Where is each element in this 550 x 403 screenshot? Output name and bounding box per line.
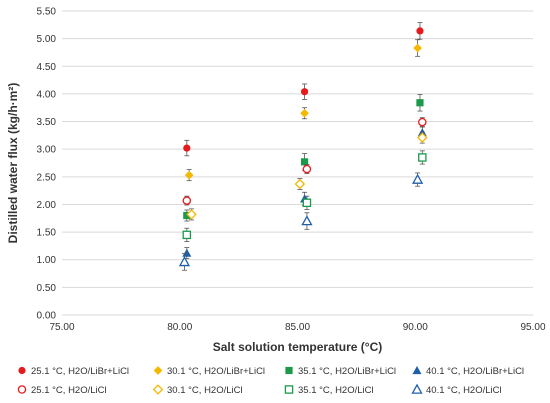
x-tick-label: 75.00 [49, 322, 74, 333]
y-tick-label: 0.50 [37, 283, 57, 294]
x-axis-title: Salt solution temperature (°C) [213, 340, 382, 354]
legend-label: 25.1 °C, H2O/LiCl [31, 385, 107, 396]
y-tick-label: 0.00 [37, 311, 57, 322]
data-point-marker [183, 144, 191, 152]
data-point-marker [178, 256, 191, 267]
data-point-marker [302, 198, 312, 208]
legend-label: 30.1 °C, H2O/LiBr+LiCl [167, 366, 265, 377]
data-point-marker [184, 170, 194, 180]
legend-label: 40.1 °C, H2O/LiBr+LiCl [426, 366, 524, 377]
legend-item: 30.1 °C, H2O/LiBr+LiCl [153, 366, 265, 377]
data-point-marker [18, 366, 26, 375]
legend-label: 25.1 °C, H2O/LiBr+LiCl [31, 366, 129, 377]
data-point-marker [411, 383, 423, 394]
series-group [183, 22, 424, 157]
data-point-marker [183, 211, 191, 220]
data-point-marker [285, 366, 293, 375]
data-point-marker [412, 366, 422, 375]
series-group [186, 131, 428, 221]
y-tick-label: 3.00 [37, 145, 57, 156]
data-point-marker [300, 158, 309, 166]
y-axis-ticks: 0.00 0.50 1.00 1.50 2.00 2.50 3.00 3.50 4.00 4.50… [37, 7, 57, 322]
series-group [182, 150, 427, 242]
x-tick-label: 90.00 [403, 322, 428, 333]
legend-item: 35.1 °C, H2O/LiBr+LiCl [285, 366, 396, 377]
x-tick-label: 95.00 [520, 322, 545, 333]
data-point-marker [182, 230, 192, 240]
legend-label: 35.1 °C, H2O/LiBr+LiCl [298, 366, 396, 377]
data-point-marker [416, 99, 424, 107]
legend-item: 25.1 °C, H2O/LiBr+LiCl [18, 366, 129, 377]
legend-item: 25.1 °C, H2O/LiCl [17, 385, 107, 396]
data-point-marker [294, 178, 306, 190]
y-tick-label: 1.00 [37, 255, 57, 266]
data-point-marker [417, 132, 428, 143]
legend-item: 40.1 °C, H2O/LiBr+LiCl [412, 366, 524, 377]
y-tick-label: 4.50 [37, 62, 57, 73]
series-group [178, 172, 424, 271]
data-point-marker [302, 164, 312, 174]
y-tick-label: 5.00 [37, 34, 57, 45]
y-axis-title: Distilled water flux (kg/h·m²) [6, 83, 20, 244]
y-tick-label: 5.50 [37, 7, 57, 18]
data-point-marker [152, 384, 164, 395]
data-point-marker [418, 153, 427, 162]
y-tick-label: 3.50 [37, 117, 57, 128]
data-series [178, 22, 428, 271]
data-point-marker [300, 88, 309, 96]
data-point-marker [17, 385, 27, 394]
legend-item: 30.1 °C, H2O/LiCl [152, 384, 243, 396]
grid-lines [62, 10, 533, 316]
data-point-marker [301, 215, 313, 226]
y-tick-label: 4.00 [37, 89, 57, 100]
legend-label: 35.1 °C, H2O/LiCl [298, 385, 374, 396]
series-group [182, 126, 427, 260]
data-point-marker [418, 117, 427, 127]
legend: 25.1 °C, H2O/LiBr+LiCl 30.1 °C, H2O/LiBr+… [17, 366, 524, 396]
y-tick-label: 1.50 [37, 228, 57, 239]
series-group [184, 39, 422, 182]
x-tick-label: 80.00 [167, 322, 192, 333]
data-point-marker [186, 209, 197, 220]
legend-item: 35.1 °C, H2O/LiCl [284, 385, 374, 396]
legend-label: 40.1 °C, H2O/LiCl [426, 385, 502, 396]
data-point-marker [412, 173, 424, 184]
data-point-marker [182, 248, 192, 257]
data-point-marker [284, 385, 294, 394]
data-point-marker [413, 43, 422, 53]
x-tick-label: 85.00 [285, 322, 310, 333]
legend-item: 40.1 °C, H2O/LiCl [411, 383, 502, 396]
x-axis-ticks: 75.00 80.00 85.00 90.00 95.00 [49, 322, 545, 333]
series-group [182, 117, 427, 206]
data-point-marker [182, 196, 192, 205]
data-point-marker [416, 27, 424, 35]
legend-label: 30.1 °C, H2O/LiCl [167, 385, 243, 396]
data-point-marker [153, 366, 163, 375]
y-tick-label: 2.00 [37, 200, 57, 211]
data-point-marker [300, 108, 309, 118]
y-tick-label: 2.50 [37, 172, 57, 183]
